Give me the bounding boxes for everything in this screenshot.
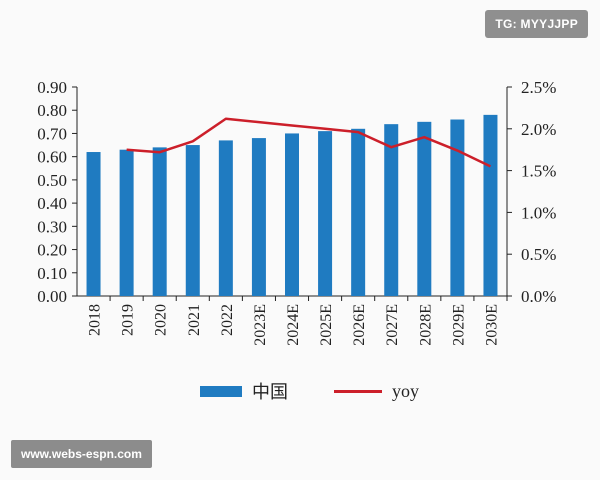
bar-china <box>351 128 366 296</box>
y-left-tick-label: 0.90 <box>37 78 67 97</box>
legend-label-china: 中国 <box>252 382 288 402</box>
x-tick-label: 2026E <box>351 304 368 346</box>
legend-swatch-yoy <box>334 389 382 393</box>
bar-china <box>152 147 167 296</box>
y-left-tick-label: 0.70 <box>37 124 67 143</box>
watermark-tag: TG: MYYJJPP <box>485 10 588 38</box>
x-tick-label: 2018 <box>87 304 104 336</box>
y-right-tick-label: 0.5% <box>521 245 556 264</box>
x-tick-label: 2030E <box>483 304 500 346</box>
watermark-url: www.webs-espn.com <box>11 440 152 468</box>
line-yoy <box>126 117 492 168</box>
x-tick-label: 2019 <box>120 304 137 336</box>
x-tick-label: 2028E <box>417 304 434 346</box>
bar-china <box>384 124 399 297</box>
x-tick-label: 2027E <box>384 304 401 346</box>
y-right-tick-label: 0.0% <box>521 287 556 306</box>
y-left-tick-label: 0.60 <box>37 148 67 167</box>
bar-china <box>483 114 498 296</box>
y-left-tick-label: 0.30 <box>37 217 67 236</box>
x-tick-label: 2025E <box>318 304 335 346</box>
y-left-tick-label: 0.50 <box>37 171 67 190</box>
bar-china <box>417 121 432 296</box>
x-tick-label: 2020 <box>153 304 170 336</box>
bar-china <box>119 149 134 296</box>
y-right-tick-label: 2.0% <box>521 120 556 139</box>
x-tick-label: 2022 <box>219 304 236 336</box>
bar-china <box>318 131 333 296</box>
x-tick-label: 2029E <box>450 304 467 346</box>
y-right-tick-label: 1.0% <box>521 203 556 222</box>
y-right-tick-label: 1.5% <box>521 162 556 181</box>
y-left-tick-label: 0.10 <box>37 264 67 283</box>
x-tick-label: 2021 <box>186 304 203 336</box>
y-left-tick-label: 0.00 <box>37 287 67 306</box>
bar-china <box>285 133 299 296</box>
y-right-tick-label: 2.5% <box>521 78 556 97</box>
bar-china <box>218 140 233 296</box>
x-tick-label: 2023E <box>252 304 269 346</box>
x-tick-label: 2024E <box>285 304 302 346</box>
y-left-tick-label: 0.20 <box>37 241 67 260</box>
bar-china <box>450 119 465 296</box>
bar-china <box>251 138 266 296</box>
bar-china <box>86 152 101 296</box>
chart-legend: 中国 yoy <box>200 378 419 404</box>
legend-swatch-china <box>200 385 242 397</box>
y-left-tick-label: 0.40 <box>37 194 67 213</box>
legend-label-yoy: yoy <box>392 380 419 401</box>
y-left-tick-label: 0.80 <box>37 101 67 120</box>
bar-china <box>185 145 200 296</box>
